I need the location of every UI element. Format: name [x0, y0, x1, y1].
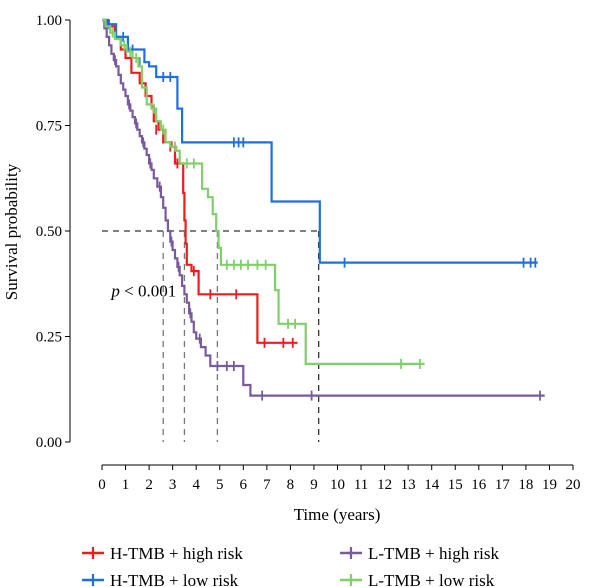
legend-label: H-TMB + low risk: [110, 571, 239, 587]
legend-item-l-tmb-low-risk: L-TMB + low risk: [340, 571, 495, 587]
x-tick-label: 18: [518, 477, 533, 493]
y-axis-title: Survival probability: [2, 163, 21, 300]
x-tick-label: 7: [263, 477, 271, 493]
x-tick-label: 3: [169, 477, 177, 493]
survival-curve-line: [102, 18, 425, 365]
x-tick-label: 0: [98, 477, 106, 493]
y-tick-label: 0.75: [36, 119, 62, 135]
x-tick-label: 20: [566, 477, 581, 493]
y-axis: 0.00 0.25 0.50 0.75 1.00: [36, 13, 71, 451]
p-value-annotation: p < 0.001: [110, 281, 176, 300]
x-tick-label: 5: [216, 477, 224, 493]
legend-item-h-tmb-high-risk: H-TMB + high risk: [82, 544, 243, 563]
x-tick-label: 14: [424, 477, 440, 493]
x-axis: 0 1 2 3 4 5 6 7 8 9 10 11 12 13 14 15 16 17 18 19 20: [98, 464, 581, 493]
y-tick-label: 0.50: [36, 224, 62, 240]
x-tick-label: 19: [542, 477, 557, 493]
x-tick-label: 1: [122, 477, 130, 493]
x-tick-label: 8: [287, 477, 295, 493]
legend-label: L-TMB + low risk: [368, 571, 495, 587]
x-tick-label: 17: [495, 477, 511, 493]
x-tick-label: 16: [471, 477, 487, 493]
median-reference-lines: [102, 230, 320, 442]
legend: H-TMB + high risk L-TMB + high risk H-TMB …: [82, 544, 499, 587]
p-value-rest: < 0.001: [120, 281, 176, 300]
legend-item-l-tmb-high-risk: L-TMB + high risk: [340, 544, 499, 563]
x-tick-label: 4: [192, 477, 200, 493]
x-tick-label: 13: [401, 477, 416, 493]
legend-label: H-TMB + high risk: [110, 544, 243, 563]
y-tick-label: 1.00: [36, 13, 62, 29]
series-l-tmb-high-risk: [102, 18, 545, 401]
x-tick-label: 15: [448, 477, 463, 493]
legend-item-h-tmb-low-risk: H-TMB + low risk: [82, 571, 239, 587]
x-tick-label: 9: [310, 477, 318, 493]
x-tick-label: 12: [377, 477, 392, 493]
x-tick-label: 11: [354, 477, 368, 493]
y-tick-label: 0.25: [36, 330, 62, 346]
x-tick-label: 6: [240, 477, 248, 493]
x-axis-title: Time (years): [294, 505, 381, 524]
survival-curves: [102, 18, 545, 401]
x-tick-label: 10: [330, 477, 345, 493]
x-tick-label: 2: [145, 477, 153, 493]
y-tick-label: 0.00: [36, 435, 62, 451]
survival-curve-line: [102, 18, 545, 397]
legend-label: L-TMB + high risk: [368, 544, 499, 563]
series-l-tmb-low-risk: [102, 18, 425, 369]
p-value-italic: p: [110, 281, 120, 300]
